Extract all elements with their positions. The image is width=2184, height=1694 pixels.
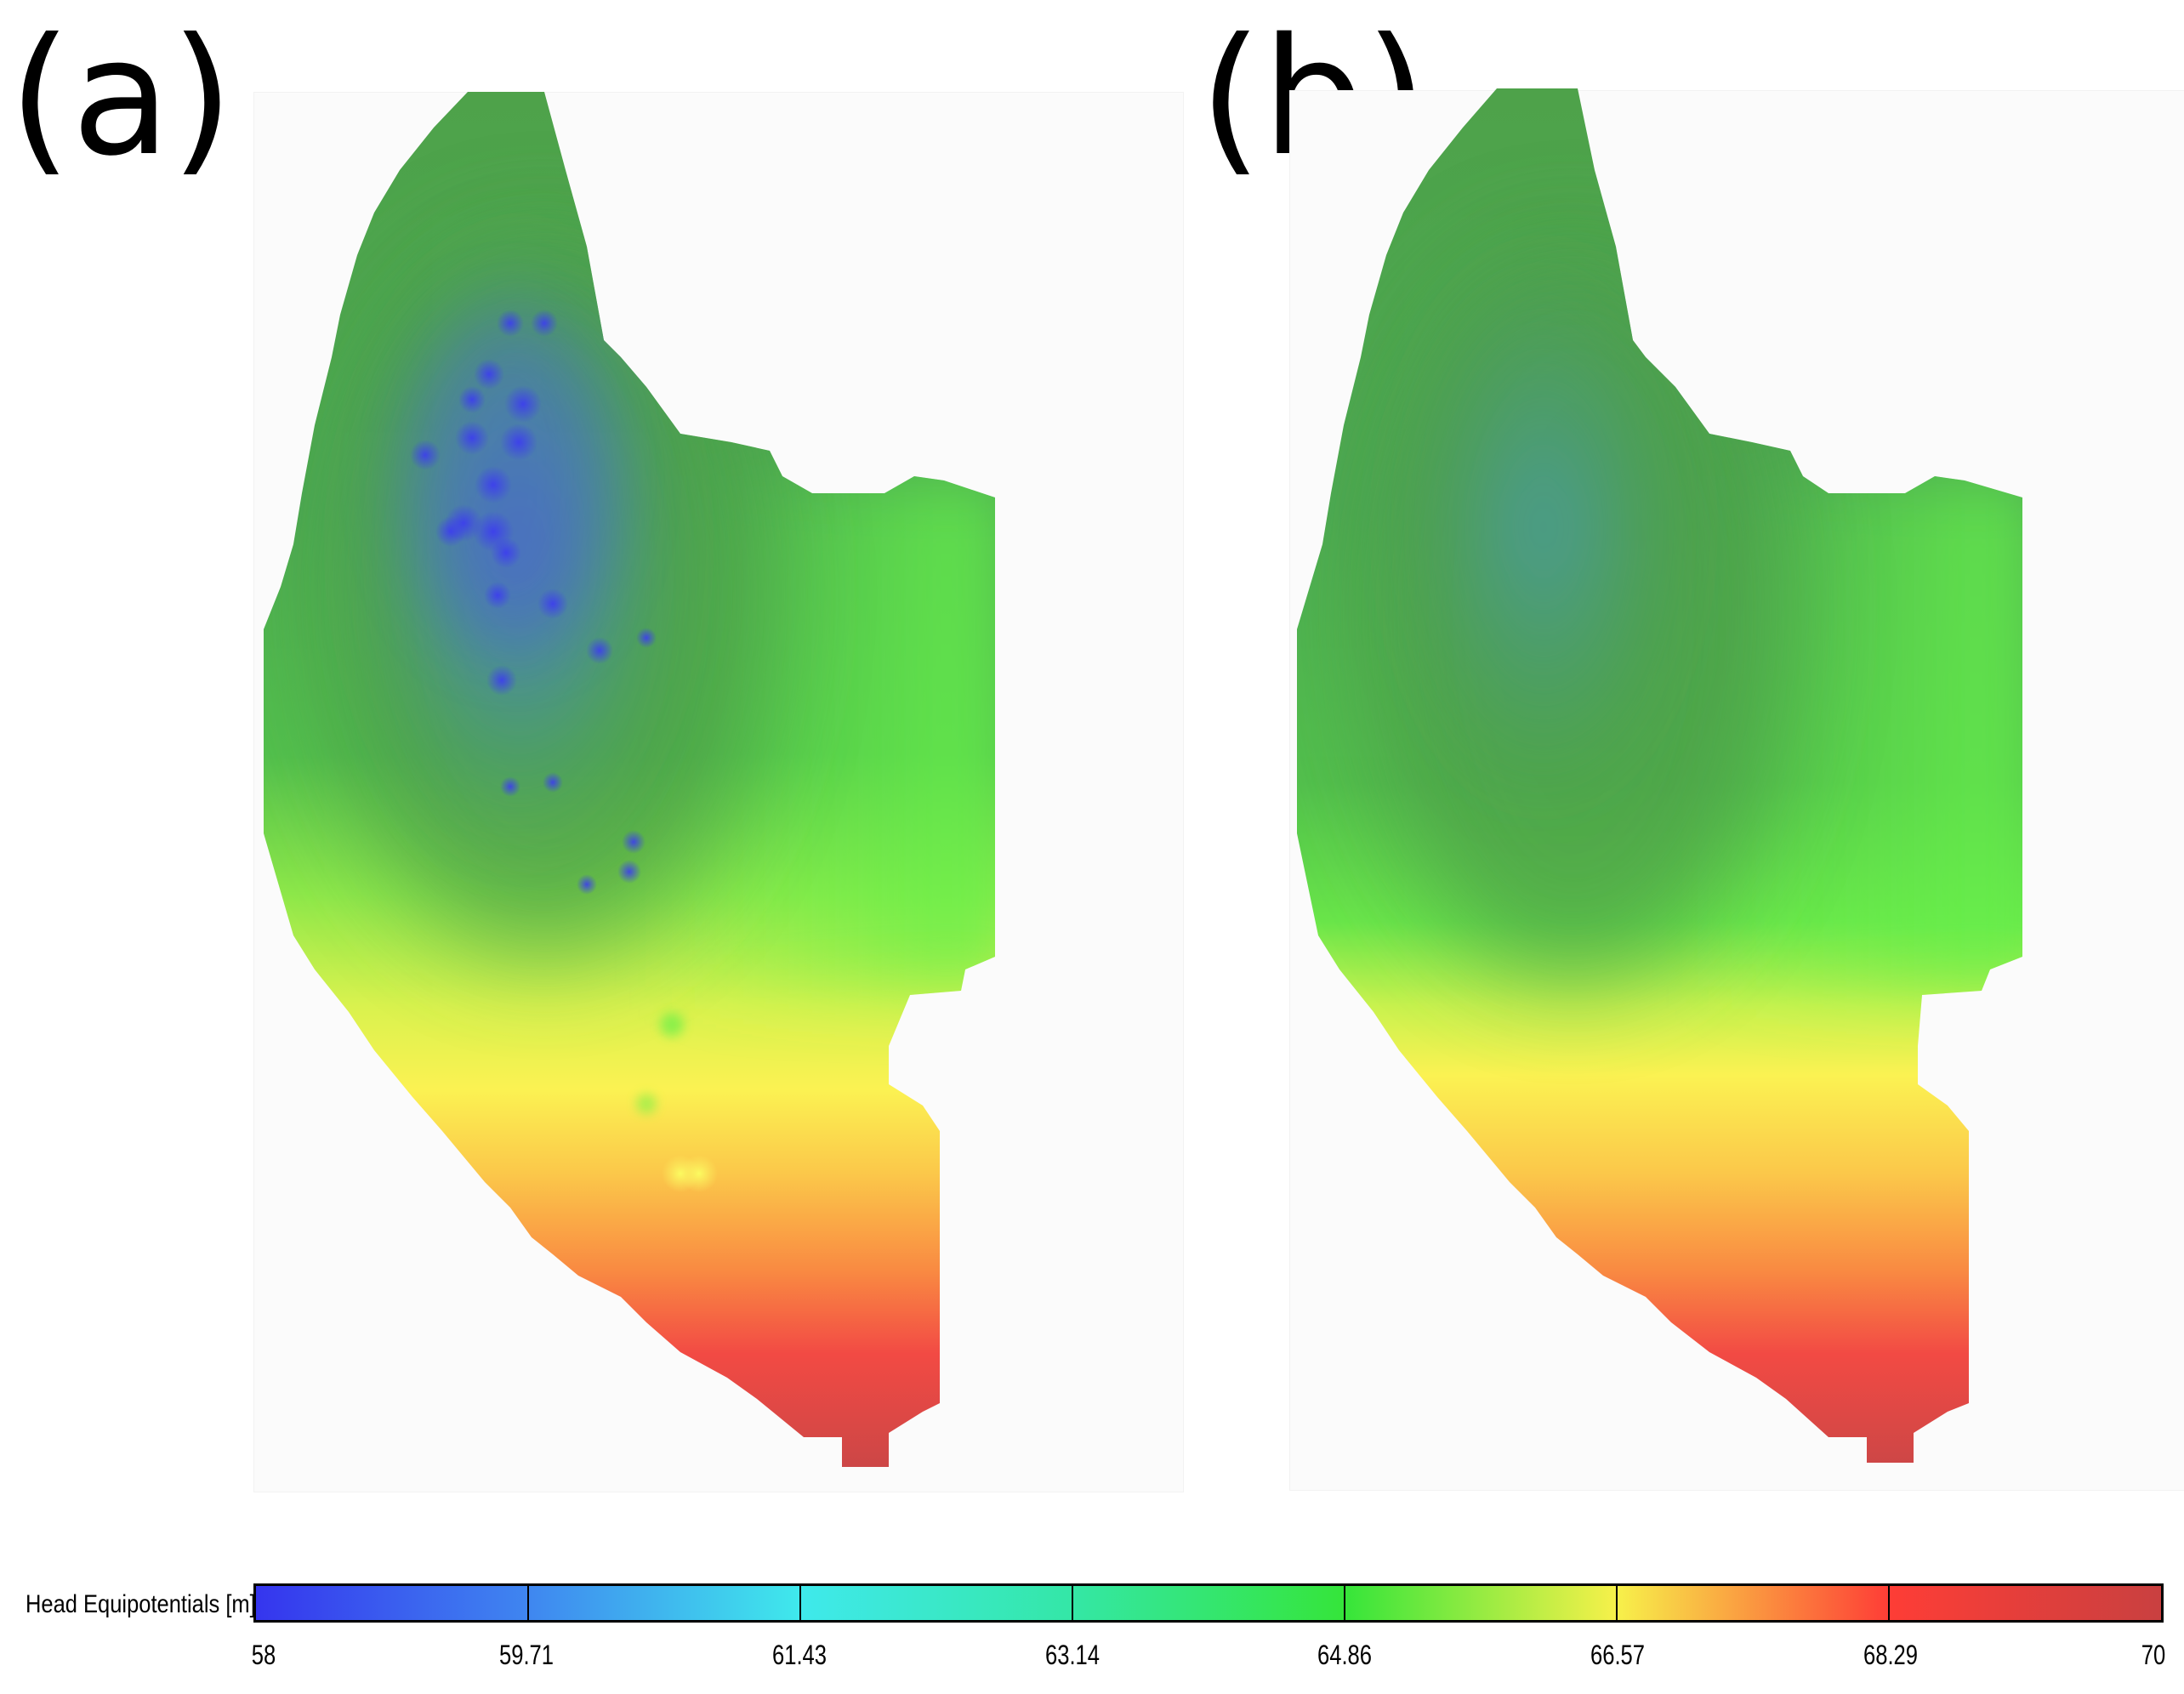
- legend-tick-label: 66.57: [1590, 1640, 1646, 1670]
- legend-title: Head Equipotentials [m]: [26, 1590, 256, 1618]
- legend-tick-label: 70: [2141, 1640, 2166, 1670]
- legend-tick-mark: [1344, 1586, 1345, 1620]
- panel-label-a: (a): [9, 3, 234, 191]
- legend-tick-mark: [1072, 1586, 1073, 1620]
- legend-tick-label: 68.29: [1863, 1640, 1919, 1670]
- legend-color-bar: [253, 1583, 2164, 1623]
- head-map-a: [264, 92, 995, 1467]
- well-points-a: [410, 310, 657, 895]
- legend-tick-label: 63.14: [1044, 1640, 1100, 1670]
- legend-tick-label: 61.43: [771, 1640, 827, 1670]
- legend-tick-mark: [527, 1586, 529, 1620]
- legend-tick-label: 59.71: [498, 1640, 554, 1670]
- legend-tick-label: 58: [251, 1640, 276, 1670]
- legend-tick-label: 64.86: [1317, 1640, 1373, 1670]
- head-map-b: [1297, 88, 2022, 1463]
- legend-tick-mark: [799, 1586, 801, 1620]
- legend-tick-mark: [1616, 1586, 1618, 1620]
- legend-tick-mark: [1888, 1586, 1890, 1620]
